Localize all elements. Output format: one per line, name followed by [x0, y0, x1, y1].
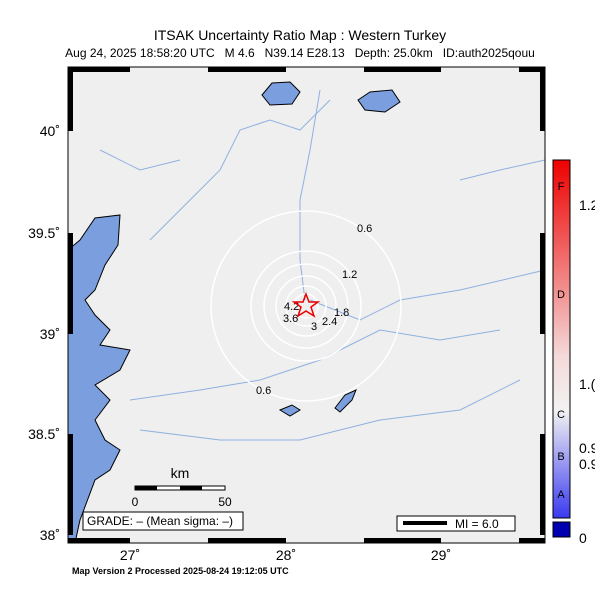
land [68, 67, 545, 543]
colorbar-value: 1.2 [579, 197, 595, 213]
lake [261, 81, 301, 106]
lon-label: 29˚ [431, 547, 451, 563]
lon-label: 28˚ [276, 547, 296, 563]
grade-letter: B [557, 451, 564, 463]
mi-line [403, 521, 447, 525]
subtitle: Aug 24, 2025 18:58:20 UTC M 4.6 N39.14 E… [65, 46, 535, 60]
rivers [99, 89, 546, 441]
contour-label: 0.6 [256, 385, 271, 397]
colorbar-values: 1.2 1.( 0.9 0.9 0 [579, 197, 595, 546]
lat-label: 39˚ [40, 326, 60, 342]
colorbar-value: 0.9 [579, 456, 595, 472]
colorbar-min [552, 521, 571, 538]
contour-label: 3.6 [283, 313, 298, 325]
lake [357, 89, 401, 113]
grade-letter: D [557, 289, 565, 301]
sea [67, 214, 131, 544]
lat-label: 40˚ [40, 123, 60, 139]
colorbar-value: 0 [579, 530, 587, 546]
colorbar-value: 0.9 [579, 440, 595, 456]
lat-labels: 40˚ 39.5˚ 39˚ 38.5˚ 38˚ [28, 123, 60, 543]
epicenter [291, 291, 321, 318]
contour-label: 0.6 [357, 223, 372, 235]
scale-end: 50 [218, 495, 232, 509]
scale-start: 0 [132, 495, 139, 509]
grade-letter: A [557, 489, 565, 501]
colorbar-letters: F D C B A [557, 181, 565, 501]
mi-box [396, 515, 516, 532]
contours [210, 210, 402, 402]
scale-bar-seg [180, 486, 202, 490]
grade-letter: C [557, 409, 565, 421]
grade-letter: F [558, 181, 565, 193]
lat-label: 38.5˚ [28, 426, 60, 442]
contour-label: 1.2 [342, 269, 357, 281]
grade-box [82, 511, 244, 531]
mi: MI = 6.0 [455, 517, 499, 531]
lat-label: 39.5˚ [28, 225, 60, 241]
contour-label: 3 [311, 321, 317, 333]
lake [278, 404, 301, 417]
grade: GRADE: – (Mean sigma: –) [87, 514, 233, 528]
colorbar [552, 159, 571, 519]
contour-labels: 0.6 1.2 1.8 2.4 3 3.6 4.2 0.6 [256, 223, 372, 397]
scale-unit: km [171, 465, 190, 481]
title: ITSAK Uncertainty Ratio Map : Western Tu… [154, 27, 446, 43]
lake [334, 389, 357, 413]
scale-bar-seg [135, 486, 157, 490]
lat-label: 38˚ [40, 527, 60, 543]
contour-label: 1.8 [334, 307, 349, 319]
lon-labels: 27˚ 28˚ 29˚ [120, 547, 451, 563]
colorbar-value: 1.( [579, 376, 595, 392]
footer: Map Version 2 Processed 2025-08-24 19:12… [72, 566, 289, 576]
frame-ticks [68, 67, 545, 543]
lon-label: 27˚ [120, 547, 140, 563]
scale-bar: km 0 50 [132, 465, 232, 509]
contour-label: 4.2 [284, 301, 299, 313]
contour-label: 2.4 [322, 316, 337, 328]
